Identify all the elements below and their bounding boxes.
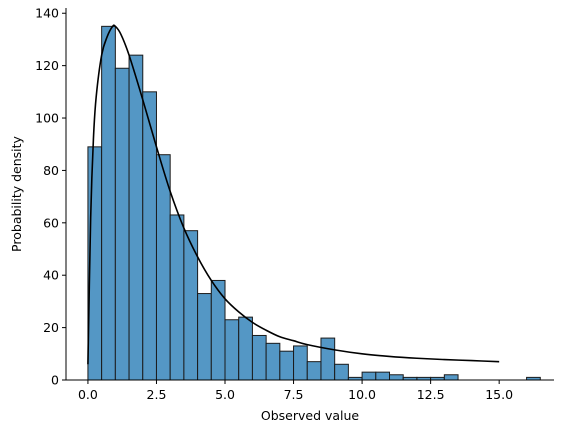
y-axis-title: Probability density bbox=[9, 135, 24, 251]
x-tick-label: 5.0 bbox=[215, 387, 235, 402]
histogram-bar bbox=[265, 342, 281, 381]
y-tick-label: 100 bbox=[35, 111, 59, 126]
histogram-bar bbox=[142, 91, 157, 381]
x-tick-label: 0.0 bbox=[78, 387, 98, 402]
y-tick-label: 0 bbox=[51, 373, 59, 388]
x-axis-title: Observed value bbox=[261, 408, 360, 423]
histogram-bar bbox=[389, 374, 404, 381]
x-tick-label: 10.0 bbox=[348, 387, 376, 402]
histogram-bar bbox=[306, 361, 322, 381]
histogram-bar bbox=[279, 350, 295, 381]
y-tick-label: 40 bbox=[43, 268, 59, 283]
x-axis-ticks: 0.0 2.5 5.0 7.5 10.0 12.5 15.0 bbox=[78, 380, 513, 402]
density-curve bbox=[87, 24, 500, 365]
x-tick-label: 15.0 bbox=[485, 387, 513, 402]
x-tick-label: 12.5 bbox=[417, 387, 445, 402]
histogram-bar bbox=[443, 374, 459, 381]
y-tick-label: 140 bbox=[35, 6, 59, 21]
x-tick-label: 7.5 bbox=[284, 387, 304, 402]
y-tick-label: 20 bbox=[43, 320, 59, 335]
histogram-bar bbox=[114, 67, 130, 381]
histogram-bar bbox=[293, 345, 308, 381]
histogram-bar bbox=[251, 334, 267, 381]
histogram-bar bbox=[169, 214, 185, 381]
x-tick-label: 2.5 bbox=[147, 387, 167, 402]
histogram-bar bbox=[128, 54, 144, 381]
y-axis-ticks: 0 20 40 60 80 100 120 140 bbox=[35, 6, 66, 388]
histogram-bar bbox=[334, 363, 349, 381]
y-tick-label: 120 bbox=[35, 58, 59, 73]
histogram-bars bbox=[87, 25, 541, 381]
y-tick-label: 80 bbox=[43, 163, 59, 178]
histogram-bar bbox=[238, 316, 253, 381]
histogram-bar bbox=[101, 25, 116, 381]
histogram-bar bbox=[155, 154, 171, 381]
histogram-bar bbox=[375, 371, 391, 381]
y-tick-label: 60 bbox=[43, 215, 59, 230]
histogram-bar bbox=[197, 293, 212, 381]
histogram-bar bbox=[361, 371, 377, 381]
histogram-bar bbox=[224, 319, 240, 381]
histogram-bar bbox=[320, 337, 336, 381]
